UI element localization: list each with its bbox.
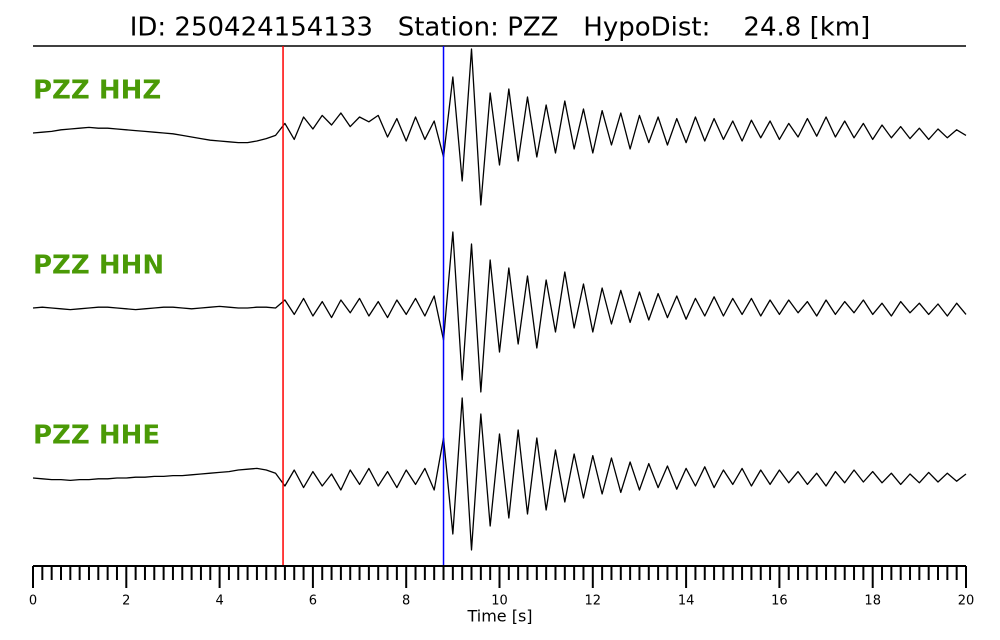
trace-label: PZZ HHZ (33, 76, 161, 106)
trace-label: PZZ HHN (33, 251, 164, 281)
x-tick-label: 18 (864, 594, 881, 609)
x-tick-label: 8 (402, 594, 410, 609)
trace-label: PZZ HHE (33, 421, 160, 451)
x-tick-label: 20 (958, 594, 975, 609)
x-tick-label: 12 (585, 594, 602, 609)
waveform (32, 48, 967, 206)
x-tick-label: 14 (678, 594, 695, 609)
x-tick-label: 4 (215, 594, 223, 609)
x-tick-label: 2 (122, 594, 130, 609)
x-tick-label: 10 (491, 594, 508, 609)
chart-title: ID: 250424154133 Station: PZZ HypoDist: … (130, 13, 871, 43)
waveform (32, 397, 967, 551)
x-tick-label: 0 (29, 594, 37, 609)
x-axis-label: Time [s] (466, 607, 532, 626)
x-tick-label: 16 (771, 594, 788, 609)
waveform (32, 231, 967, 393)
x-tick-label: 6 (309, 594, 317, 609)
